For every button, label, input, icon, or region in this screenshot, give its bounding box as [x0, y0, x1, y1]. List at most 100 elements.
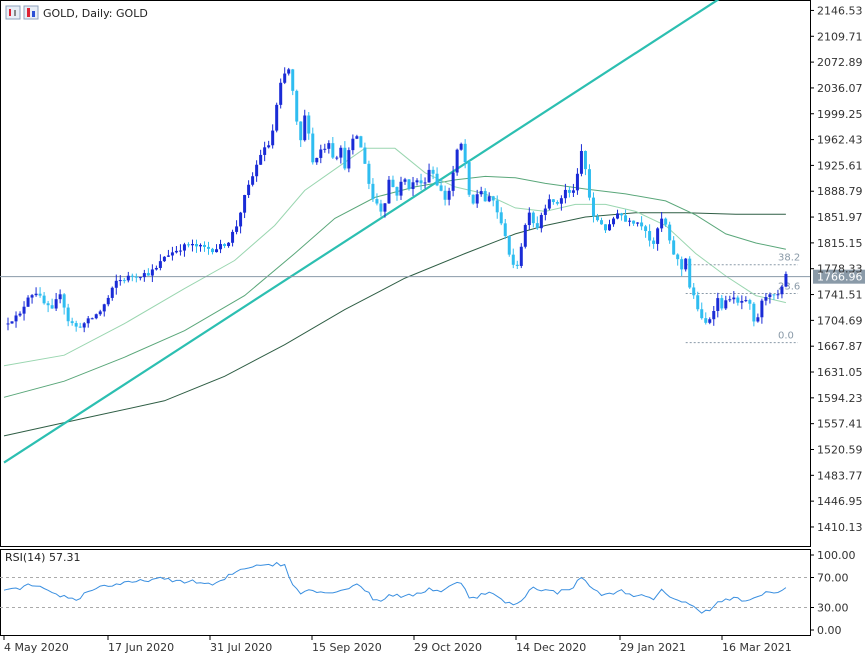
- candle-body: [58, 294, 62, 300]
- candle-body: [471, 194, 475, 204]
- candle-body: [411, 182, 415, 190]
- candle-body: [668, 224, 672, 241]
- price-tick-label: 1851.97: [817, 211, 863, 224]
- price-tick-label: 1557.41: [817, 418, 863, 431]
- price-pane-frame: [0, 0, 811, 547]
- candle-body: [211, 248, 215, 253]
- candle-body: [102, 304, 106, 312]
- time-tick-label: 15 Sep 2020: [312, 641, 382, 654]
- chart-icon-b-bar1: [27, 8, 30, 17]
- candle-body: [708, 319, 712, 323]
- candle-body: [680, 259, 684, 270]
- candle-body: [146, 273, 150, 276]
- candle-body: [66, 307, 70, 322]
- candle-body: [235, 226, 239, 232]
- price-tick-label: 1520.59: [817, 443, 863, 456]
- time-tick-label: 17 Jun 2020: [108, 641, 174, 654]
- price-tick-label: 1962.43: [817, 134, 863, 147]
- candle-body: [46, 303, 50, 306]
- candle-body: [776, 294, 780, 296]
- candle-body: [118, 280, 122, 282]
- candle-body: [523, 225, 527, 247]
- candle-body: [644, 226, 648, 232]
- candle-body: [531, 212, 535, 224]
- candle-body: [106, 297, 110, 305]
- price-tick-label: 1999.25: [817, 108, 863, 121]
- candle-body: [728, 299, 732, 301]
- candle-body: [371, 183, 375, 200]
- candle-body: [387, 179, 391, 204]
- candle-body: [50, 305, 54, 309]
- candle-body: [194, 244, 198, 247]
- candle-body: [579, 150, 583, 174]
- candle-body: [94, 314, 98, 319]
- rsi-tick-label: 30.00: [817, 602, 849, 615]
- time-axis: 4 May 2020 17 Jun 2020 31 Jul 2020 15 Sep 2…: [3, 636, 792, 654]
- candle-body: [215, 249, 219, 253]
- candle-body: [134, 276, 138, 278]
- candle-body: [599, 220, 603, 225]
- candle-body: [451, 172, 455, 191]
- current-price-label: 1766.96: [817, 271, 863, 284]
- candle-body: [756, 317, 760, 322]
- candle-body: [704, 318, 708, 323]
- candle-body: [26, 297, 30, 307]
- candle-body: [10, 321, 14, 324]
- rsi-line: [3, 561, 787, 614]
- candle-body: [363, 147, 367, 164]
- fib-level-label: 0.0: [778, 331, 794, 342]
- candle-body: [587, 169, 591, 198]
- price-tick-label: 2036.07: [817, 82, 863, 95]
- candle-body: [459, 143, 463, 150]
- candle-body: [700, 309, 704, 319]
- candle-body: [499, 212, 503, 224]
- trendline[interactable]: [3, 0, 806, 464]
- candle-body: [30, 295, 34, 298]
- candle-body: [563, 189, 567, 199]
- candle-body: [772, 294, 776, 296]
- candle-body: [487, 196, 491, 202]
- candle-body: [712, 311, 716, 320]
- candle-body: [355, 136, 359, 139]
- candle-body: [527, 212, 531, 226]
- candle-body: [150, 269, 154, 276]
- candle-body: [335, 157, 339, 159]
- candle-body: [407, 179, 411, 190]
- candle-body: [267, 145, 271, 148]
- candle-body: [395, 187, 399, 196]
- candle-body: [182, 244, 186, 251]
- candle-body: [307, 115, 311, 134]
- candle-body: [744, 300, 748, 302]
- candle-body: [34, 293, 38, 296]
- candle-body: [379, 203, 383, 212]
- candle-body: [535, 223, 539, 229]
- chart-icon-a[interactable]: [5, 5, 21, 20]
- candle-body: [612, 218, 616, 225]
- price-tick-label: 1704.69: [817, 314, 863, 327]
- trendline-group: 1766.96: [0, 0, 865, 464]
- candle-body: [162, 256, 166, 262]
- chart-icon-a-bar1: [9, 9, 11, 16]
- candle-body: [636, 222, 640, 224]
- candle-body: [692, 287, 696, 296]
- candle-body: [90, 318, 94, 320]
- candle-body: [732, 297, 736, 300]
- candle-body: [435, 173, 439, 186]
- candle-body: [664, 218, 668, 225]
- price-tick-label: 1631.05: [817, 366, 863, 379]
- candle-body: [511, 254, 515, 265]
- candle-body: [279, 82, 283, 105]
- candle-body: [447, 190, 451, 200]
- price-axis: 2146.53 2109.71 2072.89 2036.07 1999.25 1962.…: [810, 4, 863, 534]
- candle-body: [251, 176, 255, 185]
- candle-body: [616, 213, 620, 219]
- candle-body: [142, 273, 146, 278]
- candle-body: [479, 191, 483, 195]
- candle-body: [62, 294, 66, 308]
- rsi-title: RSI(14) 57.31: [5, 551, 80, 564]
- rsi-pane: 100.00 70.00 30.00 0.00: [0, 549, 856, 637]
- chart-icon-b[interactable]: [23, 5, 39, 20]
- rsi-tick-label: 0.00: [817, 624, 842, 637]
- candle-body: [299, 121, 303, 141]
